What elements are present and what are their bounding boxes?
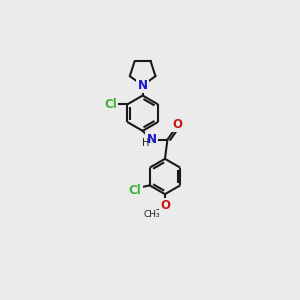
Text: Cl: Cl [104,98,117,111]
Text: O: O [172,118,182,131]
Text: N: N [138,79,148,92]
Text: H: H [142,138,150,148]
Text: Cl: Cl [129,184,141,197]
Text: O: O [160,199,170,212]
Text: N: N [138,79,148,92]
Text: N: N [146,133,157,146]
Text: CH₃: CH₃ [144,210,160,219]
